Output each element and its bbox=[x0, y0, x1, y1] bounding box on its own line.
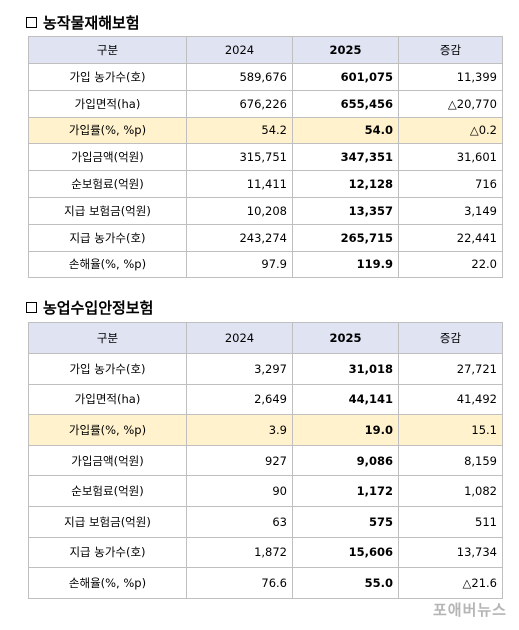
value-2025: 44,141 bbox=[292, 383, 399, 416]
value-2024: 2,649 bbox=[186, 383, 293, 416]
value-2024: 315,751 bbox=[186, 143, 293, 172]
value-2025: 655,456 bbox=[292, 89, 399, 118]
checkbox-square-icon bbox=[26, 17, 37, 28]
value-2025: 265,715 bbox=[292, 223, 399, 252]
value-2024: 54.2 bbox=[186, 116, 293, 145]
value-change: 22,441 bbox=[398, 223, 503, 252]
header-change: 증감 bbox=[398, 36, 503, 64]
table-row: 가입금액(억원) 315,751 347,351 31,601 bbox=[28, 143, 503, 172]
row-label: 손해율(%, %p) bbox=[28, 567, 187, 599]
header-2024: 2024 bbox=[186, 36, 293, 64]
row-label: 가입 농가수(호) bbox=[28, 63, 187, 91]
value-2025: 54.0 bbox=[292, 116, 399, 145]
value-2025: 601,075 bbox=[292, 63, 399, 91]
row-label: 가입금액(억원) bbox=[28, 143, 187, 172]
table-row: 가입률(%, %p) 3.9 19.0 15.1 bbox=[28, 414, 503, 446]
header-2025: 2025 bbox=[292, 322, 399, 354]
value-change: 1,082 bbox=[398, 475, 503, 507]
value-change: 3,149 bbox=[398, 196, 503, 225]
table-row: 가입 농가수(호) 3,297 31,018 27,721 bbox=[28, 353, 503, 385]
value-2024: 1,872 bbox=[186, 536, 293, 569]
value-2024: 10,208 bbox=[186, 196, 293, 225]
header-category: 구분 bbox=[28, 322, 187, 354]
table-row: 순보험료(억원) 11,411 12,128 716 bbox=[28, 170, 503, 198]
value-2025: 13,357 bbox=[292, 196, 399, 225]
table-row: 지급 보험금(억원) 63 575 511 bbox=[28, 505, 503, 538]
row-label: 가입면적(ha) bbox=[28, 89, 187, 118]
checkbox-square-icon bbox=[26, 302, 37, 313]
row-label: 지급 농가수(호) bbox=[28, 223, 187, 252]
row-label: 손해율(%, %p) bbox=[28, 250, 187, 279]
table-row: 지급 농가수(호) 243,274 265,715 22,441 bbox=[28, 223, 503, 252]
value-2025: 15,606 bbox=[292, 536, 399, 569]
value-change: 15.1 bbox=[398, 414, 503, 446]
value-2024: 927 bbox=[186, 444, 293, 477]
value-2024: 676,226 bbox=[186, 89, 293, 118]
value-change: △0.2 bbox=[398, 116, 503, 145]
value-2024: 589,676 bbox=[186, 63, 293, 91]
value-2025: 12,128 bbox=[292, 170, 399, 198]
table-row: 손해율(%, %p) 97.9 119.9 22.0 bbox=[28, 250, 503, 279]
header-change: 증감 bbox=[398, 322, 503, 354]
row-label: 가입률(%, %p) bbox=[28, 414, 187, 446]
row-label: 순보험료(억원) bbox=[28, 475, 187, 507]
section-title-crop-insurance: 농작물재해보험 bbox=[26, 12, 140, 33]
value-change: △20,770 bbox=[398, 89, 503, 118]
header-category: 구분 bbox=[28, 36, 187, 64]
value-change: 8,159 bbox=[398, 444, 503, 477]
value-2024: 90 bbox=[186, 475, 293, 507]
value-2025: 347,351 bbox=[292, 143, 399, 172]
table-row: 순보험료(억원) 90 1,172 1,082 bbox=[28, 475, 503, 507]
value-2024: 63 bbox=[186, 505, 293, 538]
value-change: 27,721 bbox=[398, 353, 503, 385]
row-label: 순보험료(억원) bbox=[28, 170, 187, 198]
value-2024: 3.9 bbox=[186, 414, 293, 446]
value-2025: 9,086 bbox=[292, 444, 399, 477]
value-change: 41,492 bbox=[398, 383, 503, 416]
value-2024: 11,411 bbox=[186, 170, 293, 198]
table-header-row: 구분 2024 2025 증감 bbox=[28, 322, 503, 354]
value-2024: 243,274 bbox=[186, 223, 293, 252]
value-change: 31,601 bbox=[398, 143, 503, 172]
table-row: 가입면적(ha) 676,226 655,456 △20,770 bbox=[28, 89, 503, 118]
value-2024: 3,297 bbox=[186, 353, 293, 385]
value-2025: 575 bbox=[292, 505, 399, 538]
row-label: 가입금액(억원) bbox=[28, 444, 187, 477]
value-2025: 31,018 bbox=[292, 353, 399, 385]
table-row: 지급 보험금(억원) 10,208 13,357 3,149 bbox=[28, 196, 503, 225]
value-change: △21.6 bbox=[398, 567, 503, 599]
value-change: 11,399 bbox=[398, 63, 503, 91]
value-2024: 76.6 bbox=[186, 567, 293, 599]
row-label: 지급 농가수(호) bbox=[28, 536, 187, 569]
crop-insurance-table: 구분 2024 2025 증감 가입 농가수(호) 589,676 601,075 1… bbox=[28, 36, 503, 279]
row-label: 가입면적(ha) bbox=[28, 383, 187, 416]
row-label: 지급 보험금(억원) bbox=[28, 505, 187, 538]
value-2024: 97.9 bbox=[186, 250, 293, 279]
value-2025: 1,172 bbox=[292, 475, 399, 507]
table-row: 지급 농가수(호) 1,872 15,606 13,734 bbox=[28, 536, 503, 569]
value-change: 511 bbox=[398, 505, 503, 538]
value-2025: 19.0 bbox=[292, 414, 399, 446]
row-label: 지급 보험금(억원) bbox=[28, 196, 187, 225]
table-row: 손해율(%, %p) 76.6 55.0 △21.6 bbox=[28, 567, 503, 599]
watermark-logo: 포애버뉴스 bbox=[432, 601, 507, 619]
table-row: 가입률(%, %p) 54.2 54.0 △0.2 bbox=[28, 116, 503, 145]
row-label: 가입률(%, %p) bbox=[28, 116, 187, 145]
value-change: 22.0 bbox=[398, 250, 503, 279]
table-row: 가입금액(억원) 927 9,086 8,159 bbox=[28, 444, 503, 477]
table-header-row: 구분 2024 2025 증감 bbox=[28, 36, 503, 64]
value-change: 13,734 bbox=[398, 536, 503, 569]
row-label: 가입 농가수(호) bbox=[28, 353, 187, 385]
value-2025: 55.0 bbox=[292, 567, 399, 599]
section-title-text: 농업수입안정보험 bbox=[43, 299, 154, 317]
section-title-text: 농작물재해보험 bbox=[43, 14, 140, 32]
value-2025: 119.9 bbox=[292, 250, 399, 279]
header-2025: 2025 bbox=[292, 36, 399, 64]
income-insurance-table: 구분 2024 2025 증감 가입 농가수(호) 3,297 31,018 27,7… bbox=[28, 322, 503, 599]
header-2024: 2024 bbox=[186, 322, 293, 354]
value-change: 716 bbox=[398, 170, 503, 198]
table-row: 가입면적(ha) 2,649 44,141 41,492 bbox=[28, 383, 503, 416]
table-row: 가입 농가수(호) 589,676 601,075 11,399 bbox=[28, 63, 503, 91]
section-title-income-insurance: 농업수입안정보험 bbox=[26, 297, 153, 318]
